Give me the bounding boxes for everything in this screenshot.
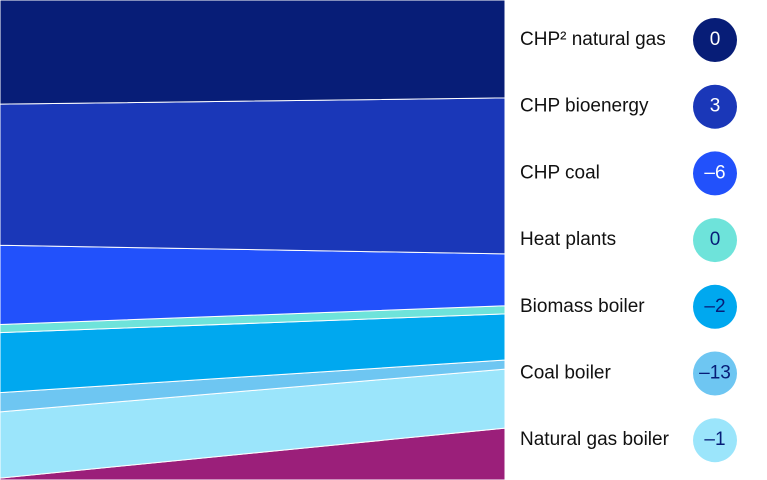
legend-label: Natural gas boiler bbox=[520, 429, 670, 450]
change-value: –1 bbox=[704, 429, 725, 450]
change-value: 0 bbox=[710, 229, 721, 250]
change-value: 0 bbox=[710, 29, 721, 50]
legend-swatch bbox=[693, 218, 737, 263]
change-value: 3 bbox=[710, 96, 721, 117]
legend-swatch bbox=[693, 18, 737, 62]
legend-label: CHP bioenergy bbox=[520, 96, 649, 117]
change-value: –2 bbox=[704, 296, 725, 317]
change-value: –6 bbox=[704, 162, 725, 183]
legend-label: CHP coal bbox=[520, 162, 600, 183]
legend-label: CHP² natural gas bbox=[520, 29, 666, 50]
area bbox=[0, 0, 506, 105]
legend-label: Heat plants bbox=[520, 229, 616, 250]
legend-swatch bbox=[693, 284, 737, 329]
legend-swatch bbox=[693, 418, 737, 463]
legend-swatch bbox=[693, 351, 737, 396]
legend-swatch bbox=[693, 151, 737, 196]
legend-swatch bbox=[693, 84, 737, 129]
legend-label: Biomass boiler bbox=[520, 296, 645, 317]
legend-label: Coal boiler bbox=[520, 363, 611, 384]
change-value: –13 bbox=[699, 363, 731, 384]
area bbox=[0, 97, 506, 255]
